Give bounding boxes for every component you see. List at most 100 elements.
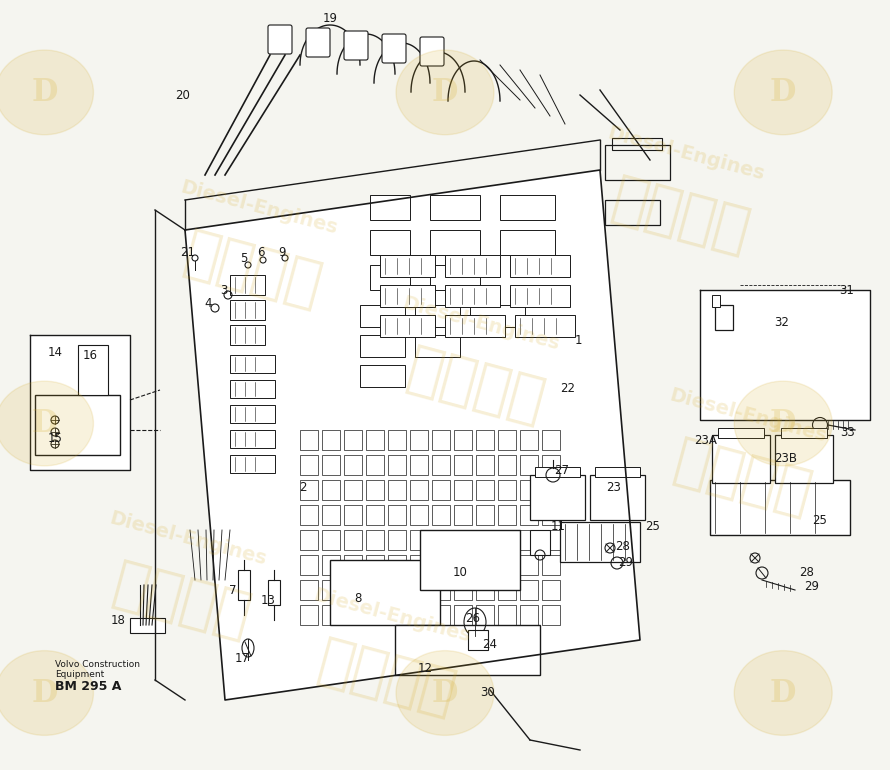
Bar [300,430,318,450]
Bar [781,428,827,438]
Bar [712,435,770,483]
Text: 14: 14 [47,346,62,359]
Text: 26: 26 [465,611,481,624]
Bar [542,605,560,625]
Bar [366,505,384,525]
Bar [366,555,384,575]
FancyBboxPatch shape [382,34,406,63]
Bar [454,455,472,475]
Bar [454,430,472,450]
Text: 23: 23 [607,480,621,494]
Bar [498,455,516,475]
Text: 29: 29 [805,581,820,594]
Polygon shape [185,170,640,700]
Bar [432,580,450,600]
Bar [322,505,340,525]
Bar [432,605,450,625]
Circle shape [0,651,93,735]
Bar [388,480,406,500]
Bar [415,335,460,357]
Text: 25: 25 [645,521,660,534]
Text: 8: 8 [354,591,361,604]
Bar [366,455,384,475]
Bar [498,505,516,525]
Bar [230,455,275,473]
Bar [515,315,575,337]
Bar [410,480,428,500]
Bar [560,522,640,562]
Bar [430,265,480,290]
Bar [388,455,406,475]
Text: 23B: 23B [774,451,797,464]
Text: Volvo Construction
Equipment: Volvo Construction Equipment [55,660,140,679]
Text: 紫发动力: 紫发动力 [178,224,328,315]
Bar [542,480,560,500]
Bar [445,255,500,277]
Bar [395,625,540,675]
Text: Diesel-Engines: Diesel-Engines [178,178,339,238]
Bar [605,200,660,225]
Bar [300,480,318,500]
Bar [476,555,494,575]
Bar [344,480,362,500]
Text: Diesel-Engines: Diesel-Engines [107,509,268,569]
Bar [380,285,435,307]
Bar [498,555,516,575]
Bar [520,505,538,525]
Text: 4: 4 [204,296,212,310]
Text: 5: 5 [240,252,247,265]
Text: D: D [432,678,458,708]
Bar [230,275,265,295]
Bar [344,505,362,525]
Text: 32: 32 [774,316,789,329]
Bar [542,555,560,575]
Text: D: D [770,77,797,108]
Bar [430,195,480,220]
Bar [388,530,406,550]
Text: 16: 16 [83,349,98,361]
Bar [344,530,362,550]
Text: 13: 13 [261,594,275,607]
Bar [344,430,362,450]
Text: 紫发动力: 紫发动力 [400,340,551,430]
Bar [410,455,428,475]
Bar [238,570,250,600]
Bar [476,530,494,550]
Text: 29: 29 [619,555,634,568]
Bar [410,555,428,575]
Bar [344,455,362,475]
Bar [366,430,384,450]
Text: 24: 24 [482,638,498,651]
Text: Diesel-Engines: Diesel-Engines [668,386,829,446]
Text: D: D [770,678,797,708]
Bar [542,505,560,525]
Bar [410,605,428,625]
FancyBboxPatch shape [306,28,330,57]
Bar [130,618,165,633]
Text: Diesel-Engines: Diesel-Engines [312,586,473,646]
Circle shape [0,50,93,135]
Circle shape [396,651,494,735]
Text: 11: 11 [551,521,565,534]
FancyBboxPatch shape [420,37,444,66]
Bar [454,605,472,625]
Bar [445,315,505,337]
Bar [454,580,472,600]
Bar [542,580,560,600]
Text: 19: 19 [322,12,337,25]
Text: 12: 12 [417,661,433,675]
Bar [388,430,406,450]
Bar [542,455,560,475]
Bar [420,530,520,590]
Bar [380,255,435,277]
Bar [432,505,450,525]
Circle shape [396,50,494,135]
Text: 15: 15 [47,431,62,444]
Bar [454,530,472,550]
Bar [718,428,764,438]
Bar [410,505,428,525]
Text: 7: 7 [230,584,237,597]
Bar [230,355,275,373]
Text: Diesel-Engines: Diesel-Engines [400,293,562,353]
Bar [605,145,670,180]
